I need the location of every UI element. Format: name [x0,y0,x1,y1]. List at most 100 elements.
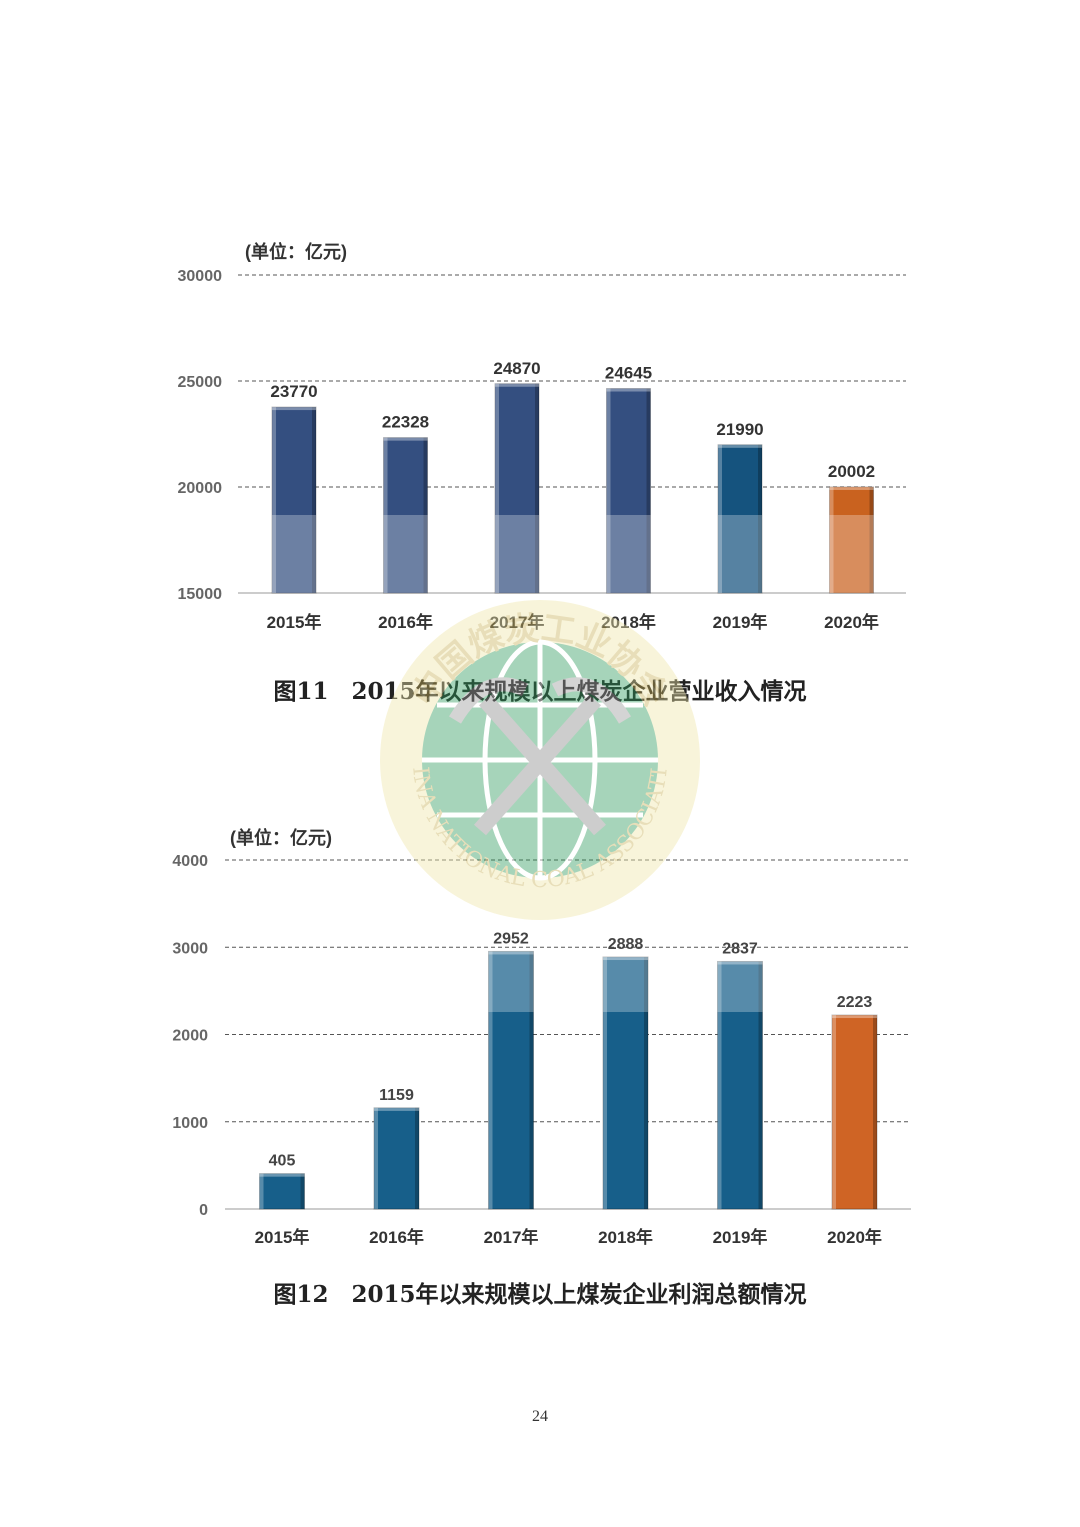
bar-bevel-left [718,444,722,593]
bar-bevel-left [488,951,493,1209]
y-tick-label: 0 [199,1202,208,1219]
y-tick-label: 25000 [178,374,223,391]
bar-bevel-right [644,957,648,1209]
x-tick-label: 2019年 [713,612,768,632]
bar-bevel-top [383,437,428,441]
bar-bevel-top [606,388,651,392]
bar-bevel-right [535,383,539,593]
data-label: 21990 [716,420,763,439]
bar-bevel-left [829,486,834,593]
unit-label: (单位：亿元) [230,827,332,848]
bar-highlight-band [495,515,539,593]
x-tick-label: 2020年 [824,612,879,632]
data-label: 2888 [608,936,644,953]
bar-bevel-left [272,407,276,593]
globe-grid-icon [422,639,658,881]
bar-bevel-top [829,486,874,490]
bars [271,383,874,594]
bar-bevel-left [374,1107,378,1209]
data-label: 2223 [837,994,873,1011]
figure-12-caption: 图12 2015年以来规模以上煤炭企业利润总额情况 [273,1281,807,1308]
bar-bevel-right [646,388,651,593]
x-tick-label: 2017年 [490,612,545,632]
y-tick-label: 30000 [178,268,223,285]
bars [259,950,878,1210]
y-axis-ticks: 15000 20000 25000 30000 [178,268,223,603]
bar-bevel-top [259,1173,305,1177]
bar [606,388,651,594]
bar-highlight-band [383,515,428,593]
x-tick-label: 2016年 [378,612,433,632]
bar-bevel-left [603,957,607,1209]
x-tick-label: 2019年 [713,1227,768,1247]
bar [717,960,763,1210]
bar-bevel-right [300,1173,305,1209]
bar-bevel-left [495,383,499,593]
data-label: 405 [269,1153,296,1170]
y-tick-label: 20000 [178,480,223,497]
bar [259,1173,305,1210]
data-label: 23770 [270,382,317,401]
bar-bevel-top [717,961,763,965]
x-tick-label: 2017年 [484,1227,539,1247]
x-tick-label: 2018年 [598,1227,653,1247]
bar-highlight-band [718,515,762,593]
bar-bevel-left [717,961,722,1209]
data-label: 1159 [379,1087,414,1104]
profit-bar-chart: (单位：亿元) 0 1000 2000 3000 4000 405 1159 2952 288… [172,827,911,1247]
bar-bevel-left [383,437,388,593]
bar-bevel-right [423,437,428,593]
bar-bevel-left [606,388,611,593]
bar [717,444,763,594]
data-label: 2952 [493,930,529,947]
data-label: 24645 [605,364,652,383]
bar-bevel-right [529,951,534,1209]
gridlines [225,859,911,1210]
bar-highlight-band [717,961,763,1012]
bar-bevel-right [869,486,874,593]
bar [829,486,874,594]
x-tick-label: 2018年 [601,612,656,632]
bar-bevel-right [415,1107,419,1209]
coal-association-seal-watermark: 中国煤炭工业协会 CHINA NATIONAL COAL ASSOCIATION [375,595,700,920]
page-number: 24 [532,1408,548,1425]
data-label: 24870 [493,359,540,378]
bar [602,956,649,1210]
bar [831,1014,878,1210]
bar [488,950,534,1210]
x-tick-label: 2020年 [827,1227,882,1247]
figure-11-caption: 图11 2015年以来规模以上煤炭企业营业收入情况 [273,678,806,705]
x-tick-label: 2015年 [255,1227,310,1247]
y-tick-label: 3000 [172,940,208,957]
bar-bevel-right [312,407,316,593]
bar-highlight-band [606,515,651,593]
bar-bevel-top [272,407,316,411]
bar [383,437,428,594]
bar-highlight-band [603,957,648,1012]
x-axis-ticks: 2015年 2016年 2017年 2018年 2019年 2020年 [267,612,879,632]
unit-label: (单位：亿元) [245,241,347,262]
y-tick-label: 4000 [172,853,208,870]
x-axis-ticks: 2015年 2016年 2017年 2018年 2019年 2020年 [255,1227,882,1247]
data-labels: 405 1159 2952 2888 2837 2223 [269,930,873,1169]
y-tick-label: 15000 [178,586,223,603]
data-label: 2837 [722,940,758,957]
y-tick-label: 2000 [172,1028,208,1045]
gridlines [238,274,906,594]
bar-bevel-right [758,444,762,593]
bar-bevel-top [718,444,762,448]
bar-bevel-right [873,1015,877,1209]
bar-highlight-band [272,515,316,593]
bar-highlight-band [488,951,534,1012]
bar-bevel-top [603,957,648,961]
x-tick-label: 2015年 [267,612,322,632]
crossed-pickaxes-icon [448,677,632,836]
bar-bevel-top [374,1107,419,1111]
seal-globe [422,642,658,878]
bar [271,406,317,594]
bar-bevel-right [758,961,763,1209]
seal-outer-ring [380,600,700,920]
y-axis-ticks: 0 1000 2000 3000 4000 [172,853,208,1219]
bar-bevel-left [259,1173,264,1209]
